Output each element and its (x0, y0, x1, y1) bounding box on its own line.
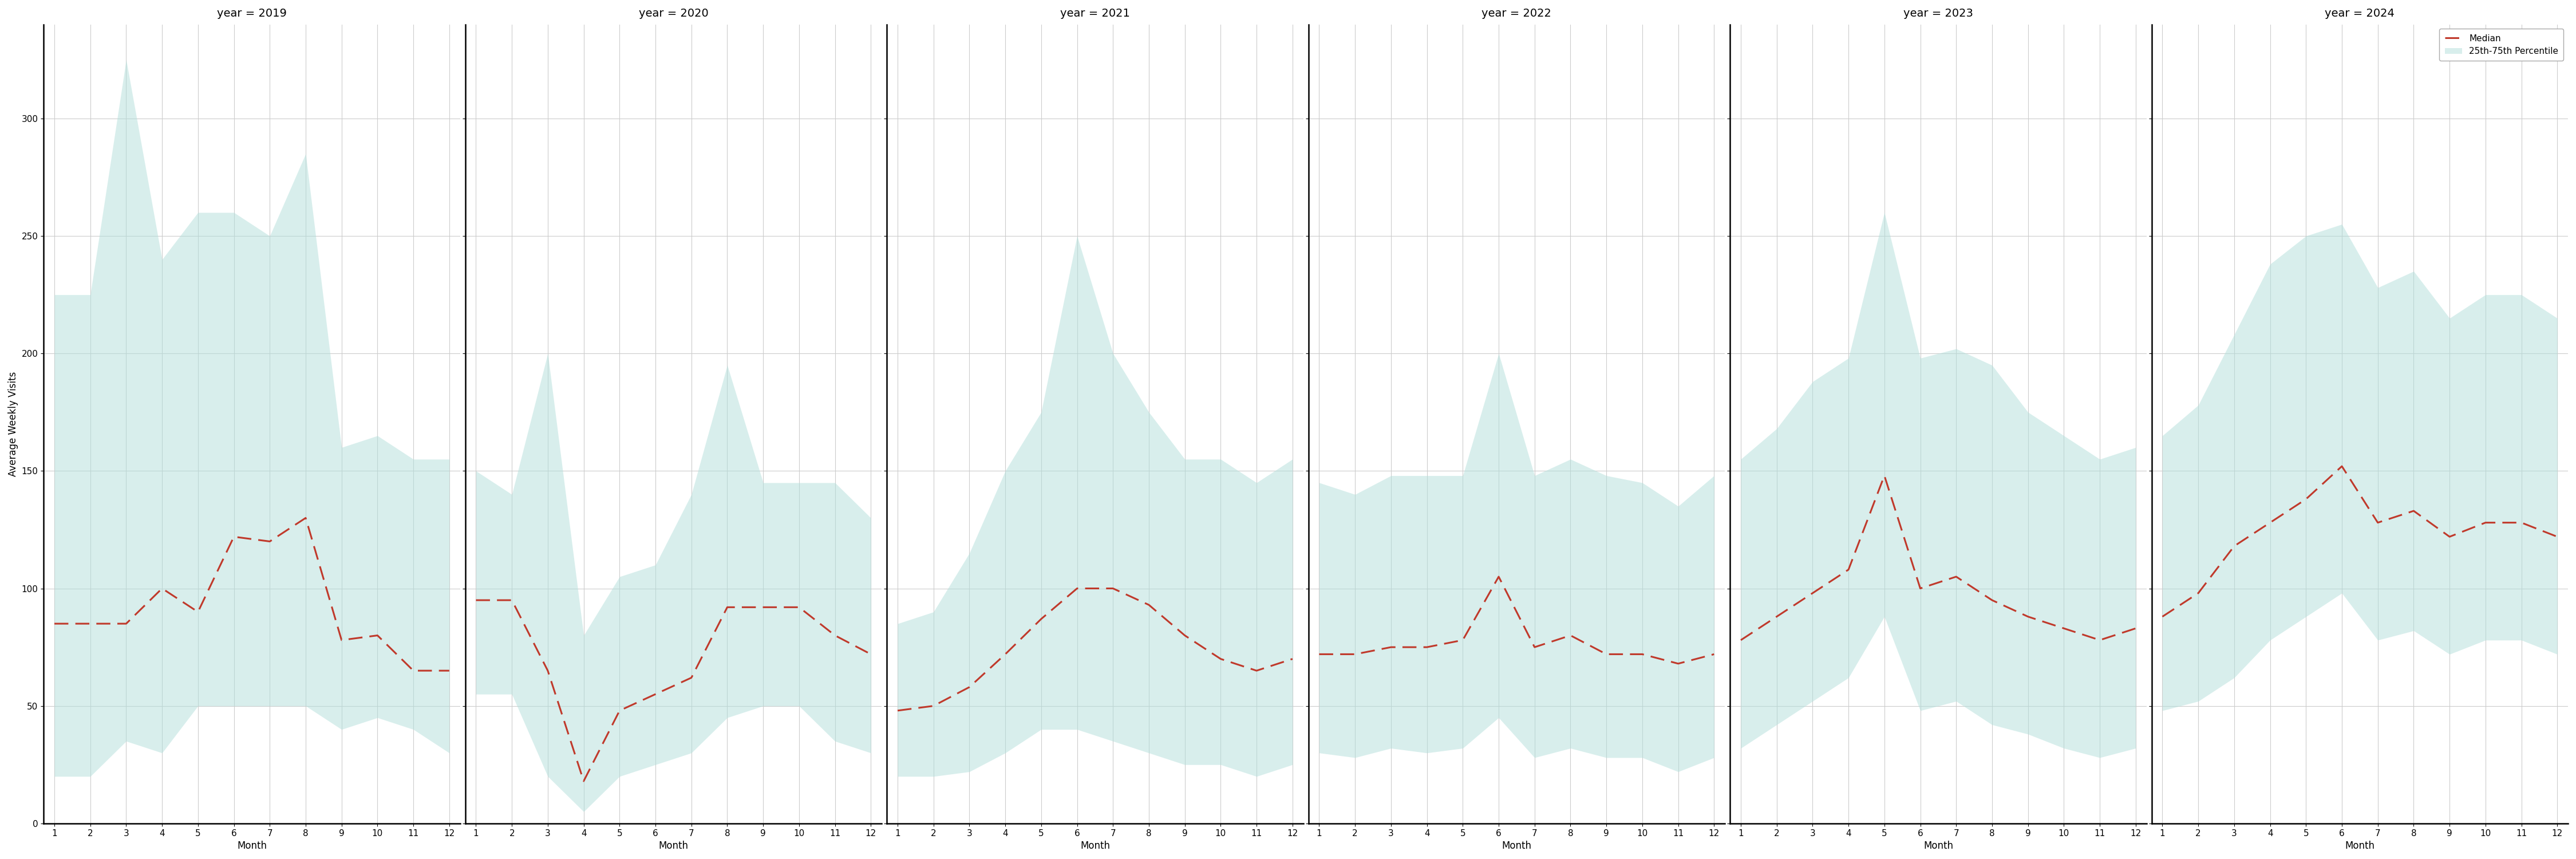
X-axis label: Month: Month (1924, 841, 1953, 851)
X-axis label: Month: Month (1079, 841, 1110, 851)
Title: year = 2019: year = 2019 (216, 8, 286, 19)
Title: year = 2024: year = 2024 (2326, 8, 2396, 19)
X-axis label: Month: Month (1502, 841, 1533, 851)
X-axis label: Month: Month (237, 841, 268, 851)
Y-axis label: Average Weekly Visits: Average Weekly Visits (8, 371, 18, 477)
X-axis label: Month: Month (2344, 841, 2375, 851)
X-axis label: Month: Month (659, 841, 688, 851)
Title: year = 2020: year = 2020 (639, 8, 708, 19)
Title: year = 2023: year = 2023 (1904, 8, 1973, 19)
Title: year = 2022: year = 2022 (1481, 8, 1551, 19)
Title: year = 2021: year = 2021 (1061, 8, 1131, 19)
Legend: Median, 25th-75th Percentile: Median, 25th-75th Percentile (2439, 29, 2563, 61)
